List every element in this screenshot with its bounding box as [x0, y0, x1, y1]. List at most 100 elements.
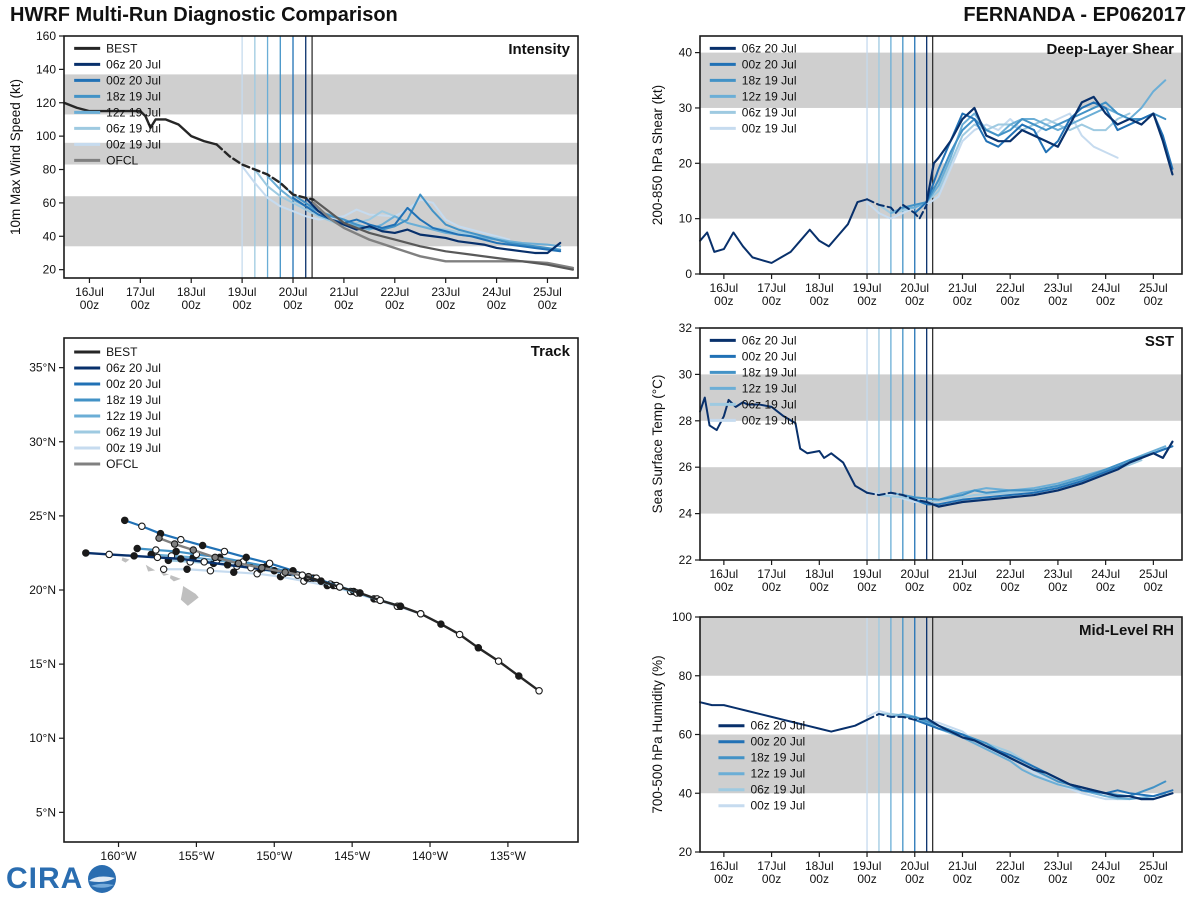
- svg-text:00z: 00z: [810, 872, 829, 886]
- svg-text:00z: 00z: [283, 298, 302, 312]
- svg-text:06z 20 Jul: 06z 20 Jul: [106, 361, 161, 375]
- svg-text:Track: Track: [531, 343, 571, 360]
- svg-text:00z: 00z: [1096, 872, 1115, 886]
- svg-text:12z 19 Jul: 12z 19 Jul: [106, 409, 161, 423]
- svg-text:00z: 00z: [80, 298, 99, 312]
- svg-text:145°W: 145°W: [334, 849, 371, 863]
- svg-text:00z: 00z: [953, 580, 972, 594]
- svg-text:22: 22: [679, 553, 693, 567]
- svg-text:22Jul: 22Jul: [996, 567, 1025, 581]
- svg-text:00z: 00z: [1096, 294, 1115, 308]
- svg-text:00z 20 Jul: 00z 20 Jul: [742, 57, 797, 71]
- svg-text:20: 20: [679, 156, 693, 170]
- svg-text:24Jul: 24Jul: [1091, 859, 1120, 873]
- svg-text:160°W: 160°W: [100, 849, 137, 863]
- svg-text:24Jul: 24Jul: [1091, 281, 1120, 295]
- svg-text:00z: 00z: [857, 580, 876, 594]
- svg-text:00z: 00z: [232, 298, 251, 312]
- svg-text:06z 20 Jul: 06z 20 Jul: [742, 333, 797, 347]
- svg-text:25°N: 25°N: [29, 509, 56, 523]
- svg-text:20Jul: 20Jul: [279, 285, 308, 299]
- svg-text:700-500 hPa Humidity (%): 700-500 hPa Humidity (%): [650, 655, 665, 813]
- svg-text:22Jul: 22Jul: [996, 281, 1025, 295]
- svg-text:23Jul: 23Jul: [1044, 567, 1073, 581]
- svg-text:23Jul: 23Jul: [1044, 859, 1073, 873]
- svg-text:00z: 00z: [385, 298, 404, 312]
- svg-text:15°N: 15°N: [29, 657, 56, 671]
- svg-text:00z: 00z: [762, 580, 781, 594]
- svg-text:10m Max Wind Speed (kt): 10m Max Wind Speed (kt): [8, 79, 23, 235]
- svg-text:21Jul: 21Jul: [948, 281, 977, 295]
- svg-text:60: 60: [43, 196, 57, 210]
- svg-text:00z 19 Jul: 00z 19 Jul: [106, 137, 161, 151]
- svg-text:16Jul: 16Jul: [75, 285, 104, 299]
- svg-text:OFCL: OFCL: [106, 153, 138, 167]
- svg-text:00z: 00z: [953, 294, 972, 308]
- svg-text:150°W: 150°W: [256, 849, 293, 863]
- svg-text:06z 20 Jul: 06z 20 Jul: [742, 41, 797, 55]
- svg-text:18z 19 Jul: 18z 19 Jul: [106, 89, 161, 103]
- svg-text:22Jul: 22Jul: [996, 859, 1025, 873]
- svg-text:140: 140: [36, 62, 56, 76]
- svg-text:40: 40: [679, 46, 693, 60]
- cira-globe-icon: [88, 865, 117, 893]
- svg-text:60: 60: [679, 728, 693, 742]
- svg-text:Mid-Level RH: Mid-Level RH: [1079, 622, 1174, 639]
- svg-text:19Jul: 19Jul: [853, 567, 882, 581]
- svg-text:10°N: 10°N: [29, 731, 56, 745]
- svg-text:06z 19 Jul: 06z 19 Jul: [106, 425, 161, 439]
- svg-text:Intensity: Intensity: [508, 41, 570, 58]
- svg-text:00z: 00z: [905, 580, 924, 594]
- svg-text:00z: 00z: [810, 580, 829, 594]
- cira-logo-text: CIRA: [6, 862, 84, 895]
- svg-text:200-850 hPa Shear (kt): 200-850 hPa Shear (kt): [650, 85, 665, 225]
- svg-text:24Jul: 24Jul: [482, 285, 511, 299]
- svg-text:20Jul: 20Jul: [900, 567, 929, 581]
- svg-text:135°W: 135°W: [490, 849, 527, 863]
- svg-text:22Jul: 22Jul: [380, 285, 409, 299]
- svg-text:00z 19 Jul: 00z 19 Jul: [750, 799, 805, 813]
- svg-text:120: 120: [36, 96, 56, 110]
- svg-text:17Jul: 17Jul: [757, 281, 786, 295]
- svg-text:00z: 00z: [1048, 294, 1067, 308]
- svg-text:155°W: 155°W: [178, 849, 215, 863]
- svg-text:12z 19 Jul: 12z 19 Jul: [106, 105, 161, 119]
- svg-text:25Jul: 25Jul: [1139, 567, 1168, 581]
- svg-text:00z: 00z: [182, 298, 201, 312]
- svg-text:00z: 00z: [131, 298, 150, 312]
- track-chart: 160°W 155°W 150°W 145°W 140°W 135°W 5°N 10°N 15°…: [6, 328, 588, 886]
- svg-text:00z: 00z: [1096, 580, 1115, 594]
- storm-title: FERNANDA - EP062017: [963, 4, 1186, 26]
- svg-text:20: 20: [679, 845, 693, 859]
- svg-text:00z: 00z: [953, 872, 972, 886]
- svg-text:140°W: 140°W: [412, 849, 449, 863]
- svg-text:0: 0: [685, 267, 692, 281]
- svg-text:18Jul: 18Jul: [805, 281, 834, 295]
- svg-text:00z: 00z: [334, 298, 353, 312]
- svg-text:12z 19 Jul: 12z 19 Jul: [750, 767, 805, 781]
- svg-text:20: 20: [43, 263, 57, 277]
- svg-text:Sea Surface Temp (°C): Sea Surface Temp (°C): [650, 375, 665, 514]
- svg-text:SST: SST: [1145, 333, 1174, 350]
- svg-text:00z 19 Jul: 00z 19 Jul: [742, 121, 797, 135]
- svg-text:00z: 00z: [905, 294, 924, 308]
- svg-text:00z: 00z: [1001, 294, 1020, 308]
- svg-text:35°N: 35°N: [29, 361, 56, 375]
- svg-text:28: 28: [679, 414, 693, 428]
- svg-text:30: 30: [679, 367, 693, 381]
- svg-text:18Jul: 18Jul: [177, 285, 206, 299]
- svg-text:21Jul: 21Jul: [948, 567, 977, 581]
- svg-text:160: 160: [36, 29, 56, 43]
- page-title: HWRF Multi-Run Diagnostic Comparison: [10, 4, 398, 26]
- svg-text:18z 19 Jul: 18z 19 Jul: [742, 365, 797, 379]
- deep-layer-shear-chart: 16Jul 00z 17Jul 00z 18Jul 00z 19Jul 00z 20Jul 00z…: [648, 26, 1190, 320]
- svg-text:06z 20 Jul: 06z 20 Jul: [750, 719, 805, 733]
- svg-text:5°N: 5°N: [36, 805, 56, 819]
- svg-text:18z 19 Jul: 18z 19 Jul: [106, 393, 161, 407]
- svg-text:00z 20 Jul: 00z 20 Jul: [106, 377, 161, 391]
- intensity-chart: 16Jul 00z 17Jul 00z 18Jul 00z 19Jul 00z 20Jul 00z…: [6, 26, 588, 324]
- svg-text:00z: 00z: [714, 294, 733, 308]
- svg-text:16Jul: 16Jul: [710, 567, 739, 581]
- svg-text:18Jul: 18Jul: [805, 859, 834, 873]
- svg-text:06z 19 Jul: 06z 19 Jul: [750, 783, 805, 797]
